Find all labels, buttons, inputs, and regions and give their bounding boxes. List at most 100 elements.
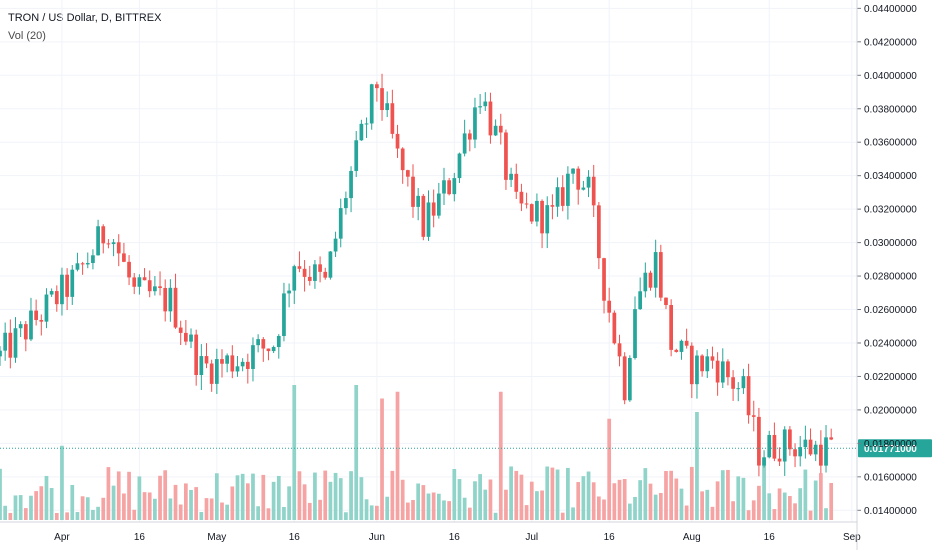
volume-bar [803, 469, 808, 520]
last-price-label: 0.01771000 [864, 444, 917, 455]
volume-bar [782, 492, 787, 520]
volume-bar [788, 496, 792, 520]
volume-bar [369, 505, 374, 520]
candle-body [158, 286, 162, 288]
candle-body [44, 294, 49, 322]
volume-bar [158, 475, 162, 520]
volume-bar [220, 502, 224, 520]
candle-body [488, 101, 493, 136]
candle-body [101, 226, 106, 244]
volume-bar [705, 489, 710, 520]
candle-body [225, 355, 230, 364]
volume-bar [142, 492, 147, 520]
candle-body [457, 153, 462, 179]
volume-bar [199, 512, 204, 520]
volume-bar [282, 506, 286, 520]
candle-body [29, 310, 33, 340]
candle-body [540, 200, 544, 234]
time-tick-label: 16 [764, 532, 776, 543]
volume-bar [767, 493, 772, 520]
volume-bar [669, 470, 674, 520]
volume-bar [23, 508, 28, 520]
candle-body [622, 356, 627, 401]
candle-body [777, 458, 782, 462]
candle-body [467, 133, 472, 140]
candle-body [648, 272, 653, 288]
candle-body [473, 107, 477, 140]
candle-body [813, 444, 818, 455]
volume-bar [8, 512, 13, 520]
candle-body [689, 345, 694, 385]
candle-body [323, 271, 328, 278]
candle-body [741, 376, 746, 389]
volume-bar [271, 481, 276, 520]
candle-body [788, 429, 792, 450]
candle-body [462, 133, 467, 154]
candle-body [684, 340, 689, 346]
time-tick-label: 16 [604, 532, 616, 543]
volume-bar [591, 482, 596, 520]
volume-bar [798, 488, 803, 520]
candle-body [638, 291, 643, 310]
volume-bar [452, 469, 457, 520]
candle-body [478, 106, 482, 108]
time-tick-label: Apr [54, 532, 70, 543]
volume-bar [359, 477, 364, 520]
candle-body [436, 193, 441, 216]
volume-bar [473, 481, 477, 520]
volume-bar [313, 472, 317, 520]
volume-bar [710, 506, 715, 520]
candle-body [344, 198, 348, 209]
candle-body [498, 125, 503, 133]
candle-body [380, 88, 384, 111]
volume-bar [101, 497, 106, 520]
volume-bar [132, 509, 137, 520]
price-tick-label: 0.04200000 [864, 37, 917, 48]
volume-bar [111, 485, 116, 520]
volume-bar [375, 505, 379, 520]
candle-body [359, 123, 364, 141]
candle-body [824, 437, 828, 466]
price-tick-label: 0.03200000 [864, 205, 917, 216]
volume-bar [504, 489, 508, 520]
time-tick-label: 16 [134, 532, 146, 543]
volume-bar [653, 494, 658, 520]
volume-bar [597, 496, 601, 520]
candle-body [751, 415, 756, 417]
volume-bar [0, 468, 2, 520]
volume-bar [648, 483, 653, 520]
candle-body [803, 439, 808, 448]
volume-bar [307, 502, 312, 520]
volume-bar [498, 391, 503, 520]
candle-body [607, 300, 612, 313]
candle-body [535, 200, 539, 222]
candle-body [545, 205, 550, 234]
candle-body [163, 287, 168, 312]
candle-body [302, 268, 307, 277]
volume-bar [34, 491, 38, 520]
candle-body [720, 361, 725, 383]
candle-body [271, 347, 276, 352]
price-tick-label: 0.03800000 [864, 104, 917, 115]
price-tick-label: 0.01400000 [864, 506, 917, 517]
candle-body [54, 291, 59, 305]
volume-bar [695, 412, 699, 520]
volume-bar [571, 507, 575, 520]
candle-body [555, 187, 560, 207]
candle-body [762, 457, 766, 466]
price-tick-label: 0.03400000 [864, 171, 917, 182]
candle-body [653, 252, 658, 288]
candle-body [137, 277, 142, 287]
candle-body [70, 269, 75, 297]
volume-bar [436, 493, 441, 520]
volume-bar [829, 482, 834, 520]
candle-body [658, 252, 663, 298]
volume-indicator-label[interactable]: Vol (20) [8, 30, 46, 42]
candle-body [194, 334, 199, 375]
candle-body [338, 208, 343, 239]
candle-body [256, 339, 260, 346]
candle-body [736, 388, 741, 390]
candle-body [746, 376, 751, 416]
volume-bar [519, 474, 524, 520]
